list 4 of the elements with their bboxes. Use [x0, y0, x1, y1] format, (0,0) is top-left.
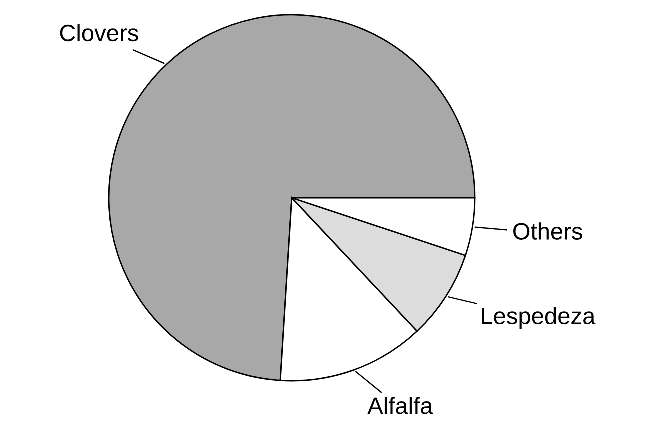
slice-label: Lespedeza: [482, 307, 596, 330]
slice-label: Others: [514, 222, 582, 240]
slice-label: Clovers: [60, 24, 138, 42]
slice-label: Alfalfa: [368, 397, 434, 414]
